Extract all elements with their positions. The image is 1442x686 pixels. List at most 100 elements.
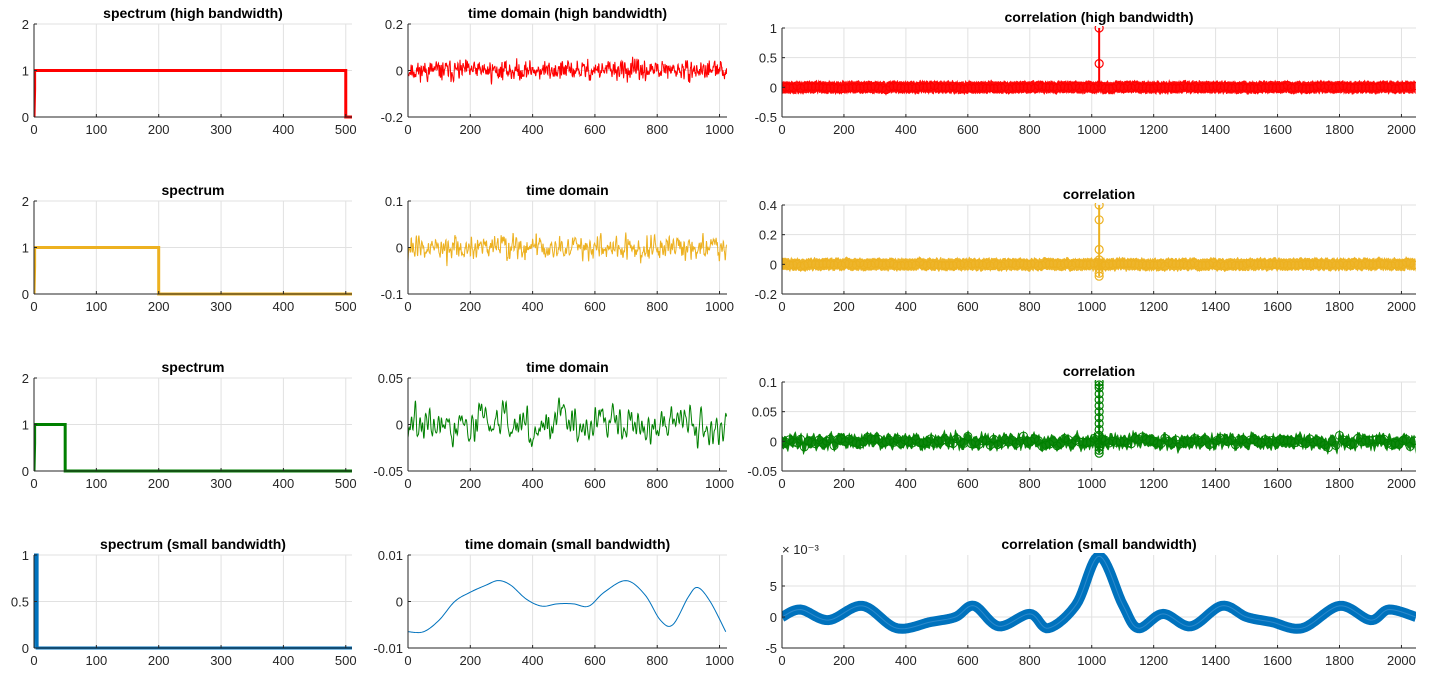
peak-marker bbox=[1094, 203, 1104, 210]
stem-marker bbox=[1134, 82, 1144, 92]
stem-marker bbox=[1108, 260, 1118, 270]
y-tick-label: -0.05 bbox=[747, 464, 777, 479]
stem-marker bbox=[1048, 82, 1058, 92]
x-tick-label: 0 bbox=[778, 476, 785, 491]
x-tick-label: 0 bbox=[404, 653, 411, 668]
stem-marker bbox=[1260, 83, 1270, 93]
peak-marker bbox=[1094, 439, 1104, 449]
x-tick-label: 2000 bbox=[1387, 653, 1416, 668]
y-tick-label: -0.2 bbox=[755, 287, 777, 302]
stem-marker bbox=[989, 83, 999, 93]
x-tick-label: 400 bbox=[895, 476, 917, 491]
x-tick-label: 200 bbox=[148, 476, 170, 491]
stem-marker bbox=[1078, 81, 1088, 91]
stem-marker bbox=[1223, 260, 1233, 270]
y-tick-label: -0.05 bbox=[373, 464, 403, 479]
y-tick-label: -0.01 bbox=[373, 641, 403, 656]
plot-area bbox=[34, 423, 352, 473]
x-tick-label: 800 bbox=[646, 476, 668, 491]
stem-marker bbox=[1260, 259, 1270, 269]
y-tick-label: 0 bbox=[396, 241, 403, 256]
stem-marker bbox=[926, 259, 936, 269]
axes-title: time domain bbox=[526, 359, 608, 375]
axes-spec4: 0 100 200 300 400 500 0 0.5 1 spectrum (small ban… bbox=[11, 536, 357, 668]
stem-marker bbox=[885, 82, 895, 92]
x-tick-label: 1400 bbox=[1201, 122, 1230, 137]
stem-marker bbox=[1372, 434, 1382, 444]
axes-title: spectrum (small bandwidth) bbox=[100, 536, 286, 552]
stem-marker bbox=[1227, 259, 1237, 269]
y-tick-label: 0.2 bbox=[759, 228, 777, 243]
peak-marker bbox=[1094, 26, 1104, 33]
stem-marker bbox=[799, 82, 809, 92]
stem-marker bbox=[1346, 440, 1356, 450]
stem-marker bbox=[1256, 82, 1266, 92]
y-tick-label: 0 bbox=[396, 418, 403, 433]
x-tick-label: 1000 bbox=[1077, 476, 1106, 491]
stem-marker bbox=[915, 438, 925, 448]
stem-marker bbox=[1223, 436, 1233, 446]
stem-marker bbox=[959, 438, 969, 448]
stem-marker bbox=[1223, 82, 1233, 92]
peak-marker bbox=[1094, 418, 1104, 429]
stem-marker bbox=[915, 82, 925, 92]
y-tick-label: 1 bbox=[22, 64, 29, 79]
stem-marker bbox=[985, 83, 995, 93]
stem-marker bbox=[929, 260, 939, 270]
x-tick-label: 600 bbox=[584, 299, 606, 314]
stem-marker bbox=[1279, 259, 1289, 269]
x-tick-label: 400 bbox=[273, 476, 295, 491]
x-tick-label: 200 bbox=[833, 476, 855, 491]
stem-marker bbox=[1160, 82, 1170, 92]
axes-title: correlation bbox=[1063, 186, 1135, 202]
y-tick-label: 0 bbox=[22, 641, 29, 656]
x-tick-label: 1800 bbox=[1325, 653, 1354, 668]
y-exponent-label: × 10⁻³ bbox=[782, 542, 820, 557]
stem-marker bbox=[993, 260, 1003, 270]
stem-marker bbox=[933, 260, 943, 270]
stem-marker bbox=[1234, 435, 1244, 445]
series-line bbox=[34, 69, 352, 119]
stem-marker bbox=[1234, 82, 1244, 92]
stem-marker bbox=[825, 83, 835, 93]
stem-marker bbox=[1364, 83, 1374, 93]
peak-marker bbox=[1094, 445, 1104, 455]
stem-marker bbox=[874, 259, 884, 269]
x-tick-label: 1000 bbox=[705, 653, 734, 668]
x-tick-label: 800 bbox=[1019, 299, 1041, 314]
y-tick-label: 0.1 bbox=[759, 375, 777, 390]
stem-marker bbox=[829, 260, 839, 270]
x-tick-label: 1000 bbox=[1077, 122, 1106, 137]
y-tick-label: 1 bbox=[22, 418, 29, 433]
stem-marker bbox=[1290, 83, 1300, 93]
y-tick-label: 0.5 bbox=[11, 595, 29, 610]
series-line bbox=[408, 232, 727, 267]
x-tick-label: 1600 bbox=[1263, 653, 1292, 668]
axes-title: time domain (small bandwidth) bbox=[465, 536, 670, 552]
stem-marker bbox=[1186, 259, 1196, 269]
stem-marker bbox=[1375, 435, 1385, 445]
peak-marker bbox=[1094, 215, 1104, 225]
x-tick-label: 200 bbox=[833, 653, 855, 668]
stem-marker bbox=[1398, 82, 1408, 92]
stem-marker bbox=[937, 260, 947, 270]
peak-marker bbox=[1094, 395, 1104, 405]
stem-marker bbox=[941, 260, 951, 270]
stem-marker bbox=[967, 83, 977, 93]
y-tick-label: -0.1 bbox=[381, 287, 403, 302]
stem-marker bbox=[1242, 259, 1252, 269]
stem-marker bbox=[1301, 83, 1311, 93]
stem-marker bbox=[1398, 436, 1408, 446]
x-tick-label: 1400 bbox=[1201, 653, 1230, 668]
x-tick-label: 1000 bbox=[1077, 299, 1106, 314]
peak-marker bbox=[1094, 271, 1104, 281]
stem-marker bbox=[900, 83, 910, 93]
stem-marker bbox=[955, 83, 965, 93]
stem-marker bbox=[840, 83, 850, 93]
stem-marker bbox=[1294, 260, 1304, 270]
stem-marker bbox=[1007, 83, 1017, 93]
stem-marker bbox=[859, 260, 869, 270]
stem-marker bbox=[1197, 82, 1207, 92]
stem-marker bbox=[1130, 81, 1140, 91]
